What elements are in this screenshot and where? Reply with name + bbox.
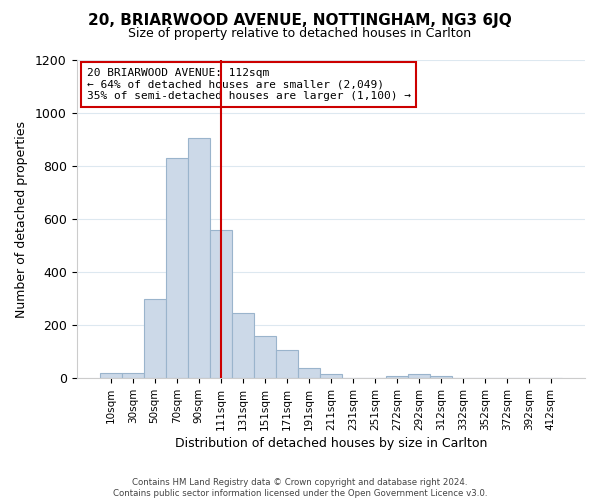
Bar	[166, 158, 188, 378]
Bar	[408, 374, 430, 378]
Y-axis label: Number of detached properties: Number of detached properties	[15, 120, 28, 318]
Text: 20, BRIARWOOD AVENUE, NOTTINGHAM, NG3 6JQ: 20, BRIARWOOD AVENUE, NOTTINGHAM, NG3 6J…	[88, 12, 512, 28]
Bar	[254, 336, 276, 378]
Bar	[188, 138, 210, 378]
Text: 20 BRIARWOOD AVENUE: 112sqm
← 64% of detached houses are smaller (2,049)
35% of : 20 BRIARWOOD AVENUE: 112sqm ← 64% of det…	[87, 68, 411, 101]
Bar	[276, 350, 298, 378]
Bar	[386, 376, 408, 378]
Text: Size of property relative to detached houses in Carlton: Size of property relative to detached ho…	[128, 28, 472, 40]
Bar	[320, 374, 342, 378]
Bar	[430, 376, 452, 378]
Bar	[100, 373, 122, 378]
Bar	[210, 230, 232, 378]
X-axis label: Distribution of detached houses by size in Carlton: Distribution of detached houses by size …	[175, 437, 487, 450]
Bar	[298, 368, 320, 378]
Text: Contains HM Land Registry data © Crown copyright and database right 2024.
Contai: Contains HM Land Registry data © Crown c…	[113, 478, 487, 498]
Bar	[143, 298, 166, 378]
Bar	[232, 313, 254, 378]
Bar	[122, 373, 143, 378]
